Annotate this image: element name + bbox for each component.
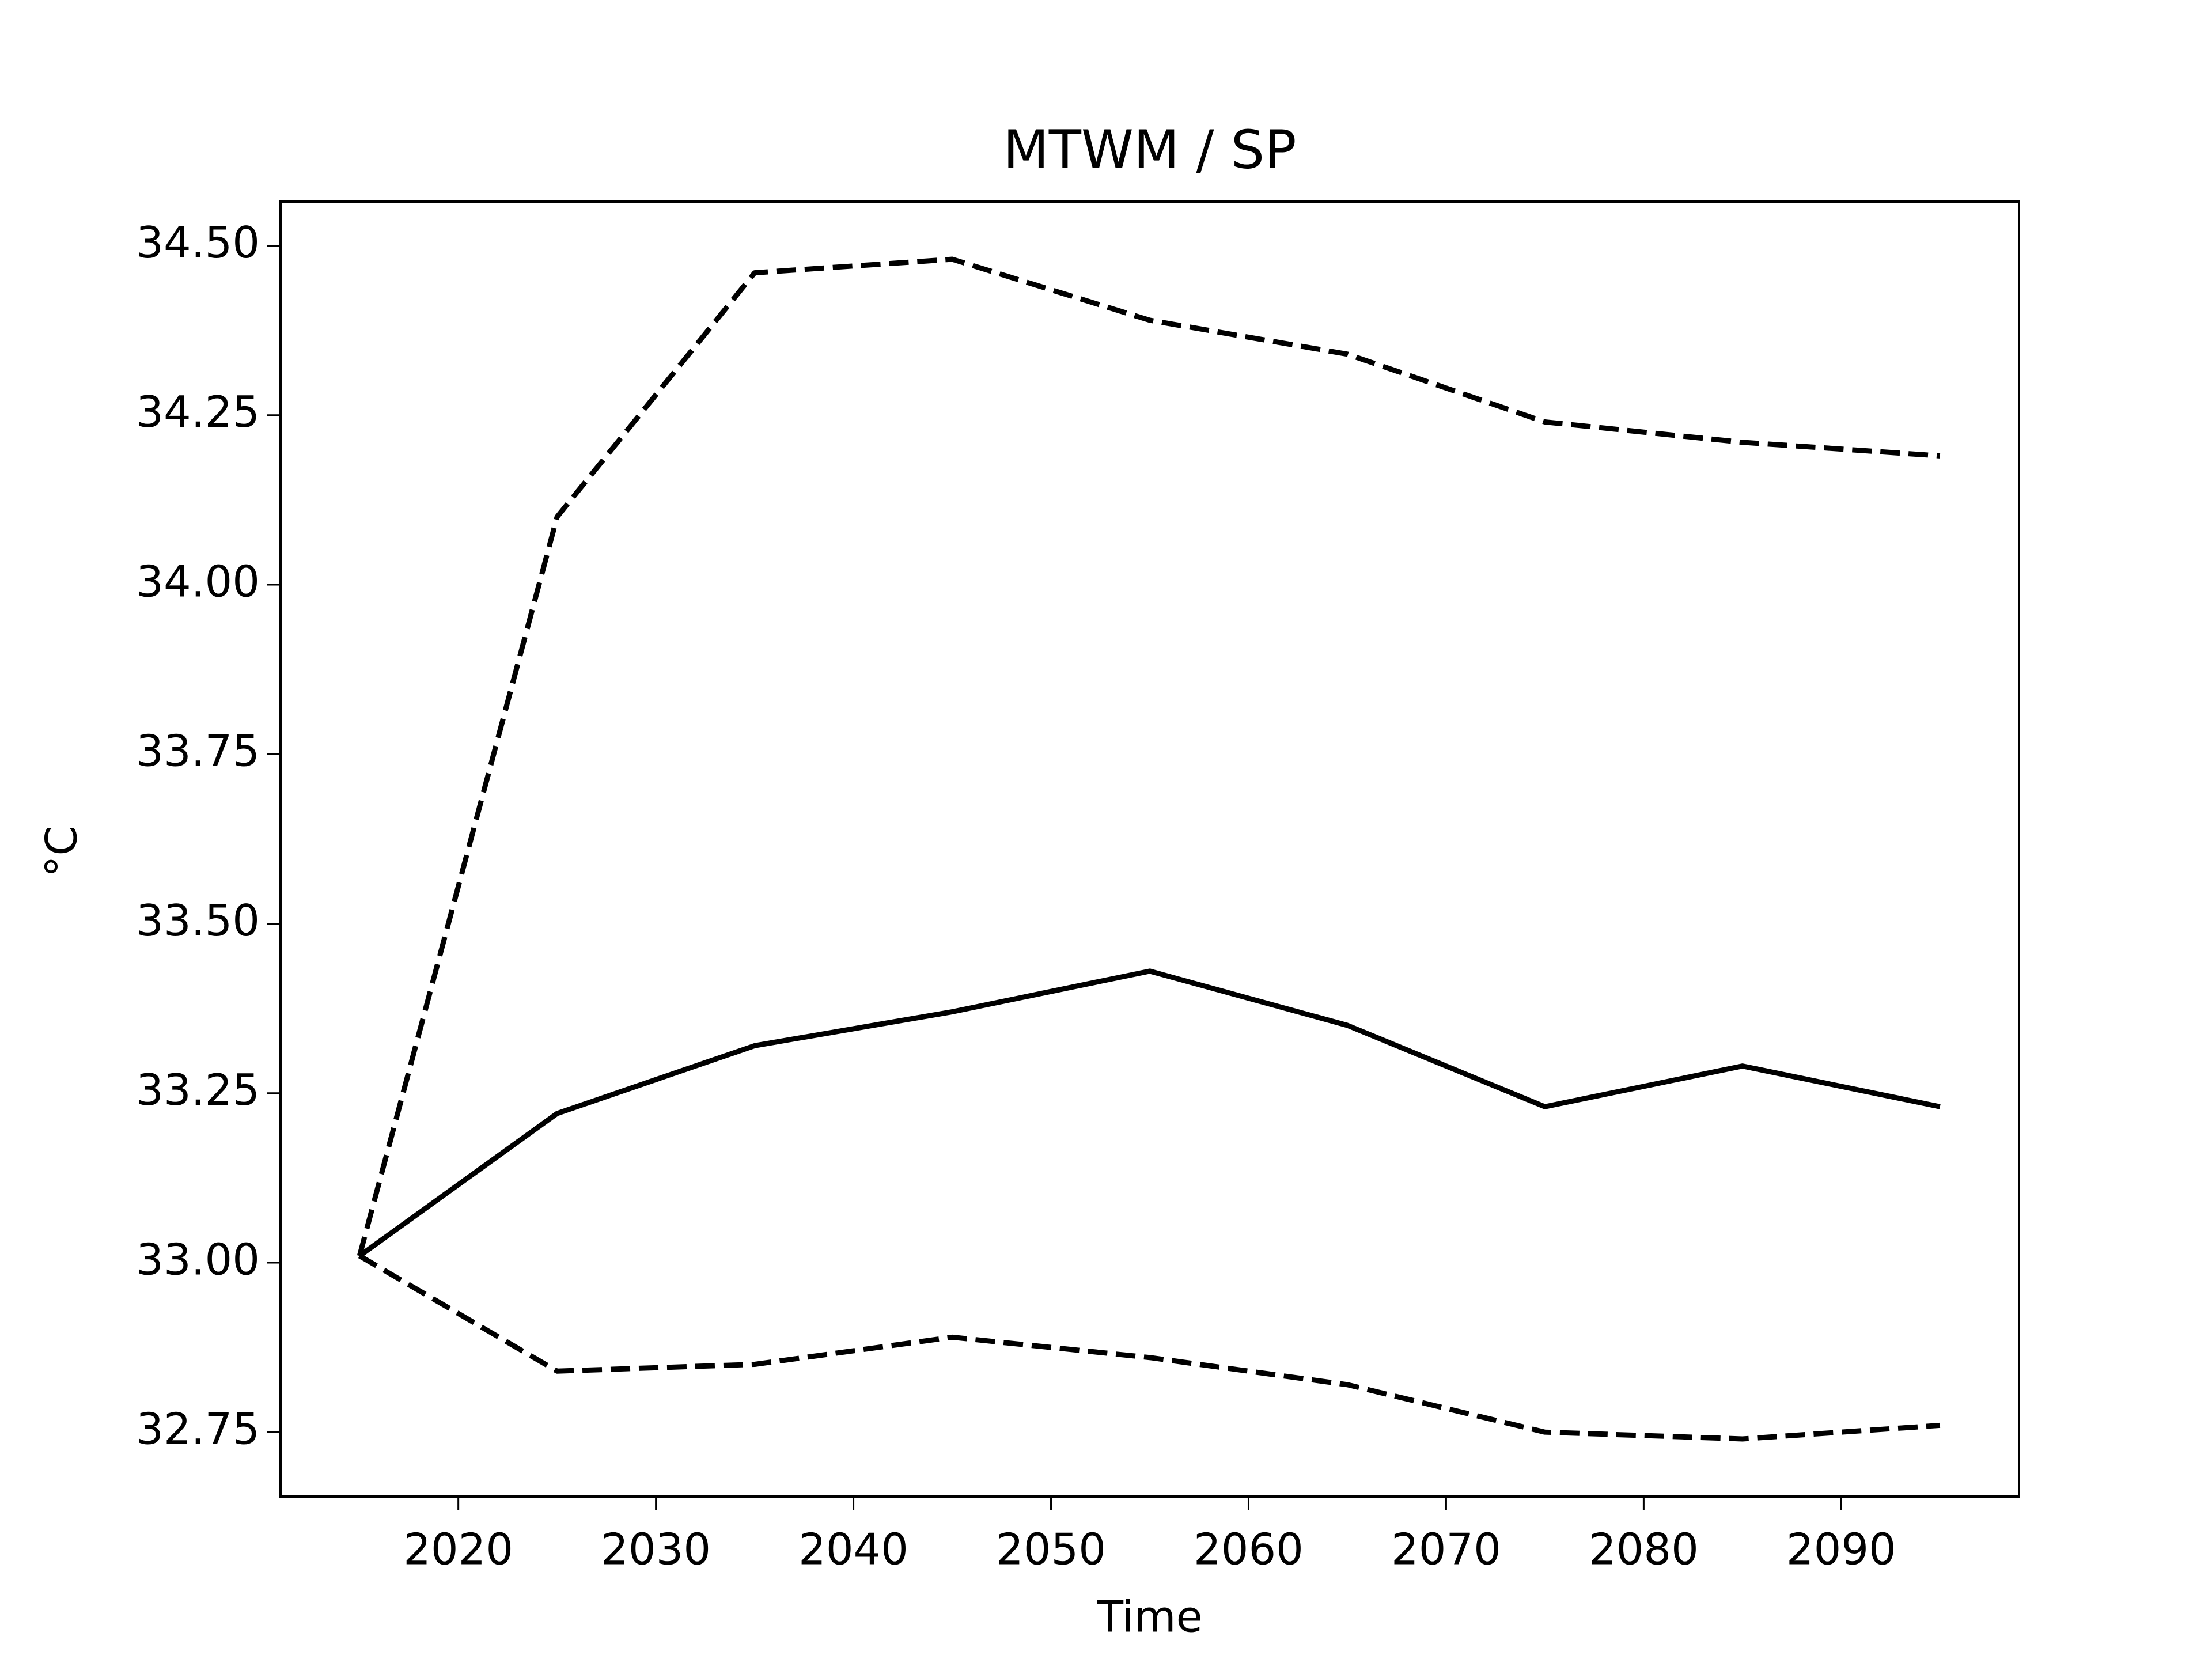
y-tick-label: 33.75 <box>136 726 260 777</box>
y-tick-label: 34.50 <box>136 217 260 268</box>
x-axis-label: Time <box>1096 1592 1203 1642</box>
y-tick-label: 32.75 <box>136 1404 260 1455</box>
x-tick-label: 2050 <box>996 1524 1106 1575</box>
x-tick-label: 2060 <box>1194 1524 1304 1575</box>
x-tick-label: 2020 <box>403 1524 513 1575</box>
x-tick-label: 2040 <box>798 1524 908 1575</box>
y-tick-label: 33.00 <box>136 1234 260 1285</box>
y-tick-label: 34.25 <box>136 387 260 437</box>
y-tick-label: 33.25 <box>136 1065 260 1115</box>
y-tick-label: 33.50 <box>136 895 260 946</box>
series-line <box>357 256 1941 1257</box>
x-tick-label: 2080 <box>1589 1524 1699 1575</box>
x-tick-label: 2030 <box>601 1524 711 1575</box>
series-line <box>358 1253 1941 1442</box>
y-tick-label: 34.00 <box>136 556 260 607</box>
plot-frame <box>279 200 2020 1498</box>
y-axis-label: °C <box>36 825 87 877</box>
x-tick-label: 2070 <box>1391 1524 1501 1575</box>
chart-title: MTWM / SP <box>1003 119 1296 180</box>
x-tick-label: 2090 <box>1786 1524 1896 1575</box>
series-line <box>358 968 1941 1258</box>
